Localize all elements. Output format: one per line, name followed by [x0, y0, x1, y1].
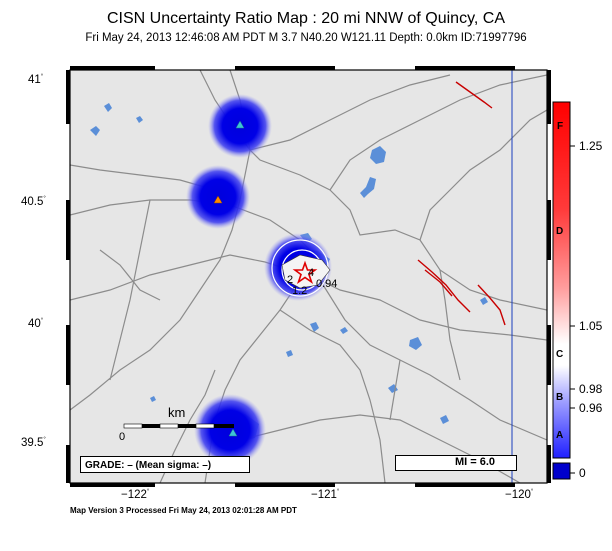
lat-label: 39.5°: [21, 437, 46, 449]
station-label: 2: [287, 274, 293, 286]
mi-legend-box: [395, 455, 517, 471]
lat-label: 40°: [28, 318, 44, 330]
processing-footer: Map Version 3 Processed Fri May 24, 2013…: [70, 506, 297, 515]
station-triangle-icon: [213, 195, 223, 204]
colorbar-grade-letter: C: [556, 349, 564, 360]
lat-label-value: 40.5: [21, 196, 44, 208]
lat-label: 40.5°: [21, 196, 46, 208]
colorbar-value: 0.98: [579, 382, 603, 396]
colorbar: [552, 101, 575, 480]
mi-legend-label: MI = 6.0: [455, 456, 496, 468]
lon-label: −121°: [311, 489, 340, 501]
lon-label: −122°: [121, 489, 150, 501]
epicenter-star-icon: [292, 260, 318, 285]
colorbar-value: 1.25: [579, 139, 603, 153]
frame-ticks: [66, 66, 551, 487]
colorbar-grade-letter: D: [556, 226, 564, 237]
colorbar-grade-letter: B: [556, 392, 564, 403]
lat-label-value: 41: [28, 74, 41, 86]
colorbar-value: 0.96: [579, 401, 603, 415]
station-label: 4: [308, 267, 314, 279]
lon-label-value: −121: [311, 489, 337, 501]
scale-unit-label: km: [168, 405, 186, 420]
lon-label-value: −122: [121, 489, 147, 501]
station-label: 0.94: [316, 278, 337, 290]
lat-label: 41°: [28, 74, 44, 86]
grade-legend: GRADE: – (Mean sigma: –): [80, 456, 250, 473]
colorbar-value: 0: [579, 466, 586, 480]
event-subtitle: Fri May 24, 2013 12:46:08 AM PDT M 3.7 N…: [85, 32, 527, 44]
map-title: CISN Uncertainty Ratio Map : 20 mi NNW o…: [106, 10, 506, 27]
colorbar-value: 1.05: [579, 319, 603, 333]
station-triangle-icon: [228, 428, 238, 437]
lat-label-value: 40: [28, 318, 41, 330]
fault-lines: [417, 81, 506, 326]
colorbar-grade-letter: F: [557, 121, 564, 132]
lon-label-value: −120: [505, 489, 531, 501]
colorbar-grade-letter: A: [556, 430, 564, 441]
scale-bar: [123, 423, 234, 429]
ratio-zone: [281, 254, 331, 289]
lat-label-value: 39.5: [21, 437, 44, 449]
station-triangle-icon: [235, 120, 245, 129]
lon-label: −120°: [505, 489, 534, 501]
station-label: 1.2: [292, 285, 307, 297]
scale-zero-label: 0: [119, 431, 126, 443]
